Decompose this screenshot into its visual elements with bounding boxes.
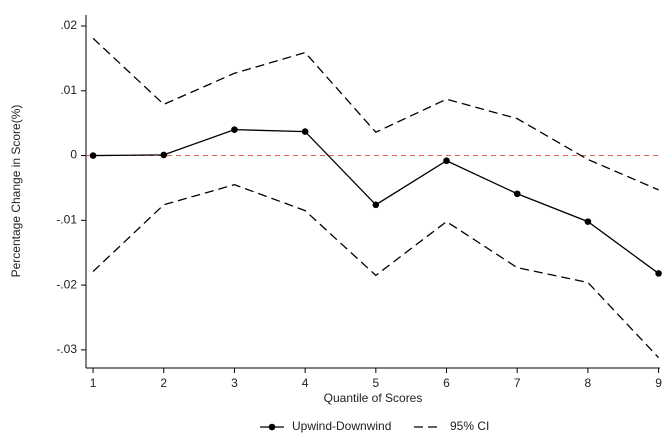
point — [89, 152, 97, 159]
y-tick-label: -.03 — [56, 342, 77, 356]
legend-label: Upwind-Downwind — [292, 419, 391, 433]
y-tick-label: .02 — [60, 18, 77, 32]
point — [584, 218, 592, 225]
point — [513, 190, 521, 198]
x-tick-label: 9 — [655, 376, 662, 390]
x-tick-label: 3 — [231, 376, 238, 390]
point — [443, 157, 450, 165]
x-tick-label: 5 — [372, 376, 379, 390]
x-tick-label: 2 — [160, 376, 167, 390]
point — [301, 128, 309, 135]
ci-line — [92, 37, 659, 191]
y-tick-label: .01 — [60, 83, 77, 97]
y-tick-label: 0 — [70, 148, 77, 162]
x-tick-label: 6 — [443, 376, 450, 390]
point — [160, 151, 168, 159]
legend-label: 95% CI — [450, 419, 489, 433]
point — [372, 201, 380, 209]
point — [655, 270, 662, 277]
y-tick-label: -.01 — [56, 212, 77, 226]
y-axis-label: Percentage Change in Score(%) — [9, 105, 23, 278]
x-tick-label: 4 — [302, 376, 309, 390]
x-tick-label: 8 — [585, 376, 592, 390]
x-axis-label: Quantile of Scores — [324, 391, 423, 405]
y-tick-label: -.02 — [56, 277, 77, 291]
point — [231, 126, 238, 133]
legend-swatch — [268, 423, 276, 431]
ci-line — [92, 184, 660, 359]
x-tick-label: 1 — [90, 376, 97, 390]
x-tick-label: 7 — [514, 376, 521, 390]
